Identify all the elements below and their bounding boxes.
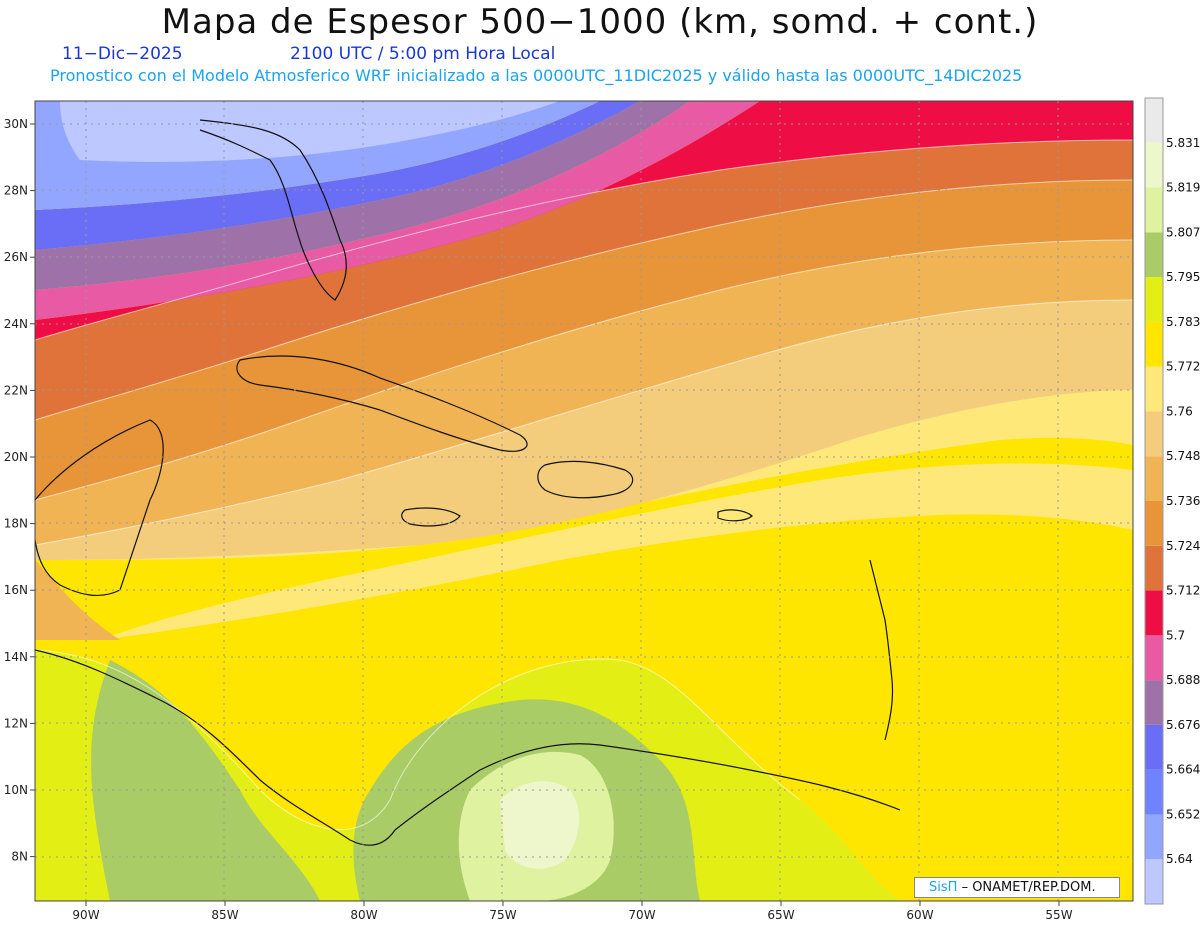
colorbar-swatch <box>1145 724 1163 770</box>
colorbar-swatch <box>1145 321 1163 367</box>
lat-tick-label: 16N <box>4 583 28 597</box>
lat-tick-label: 8N <box>11 850 28 864</box>
graticule <box>35 101 1133 901</box>
lon-tick-label: 85W <box>211 908 238 922</box>
band-5736 <box>35 240 1133 545</box>
colorbar-label: 5.819 <box>1166 181 1200 195</box>
puerto-rico-coast <box>717 509 753 522</box>
colorbar-label: 5.783 <box>1166 315 1200 329</box>
colorbar-swatch <box>1145 366 1163 412</box>
credit-text: – ONAMET/REP.DOM. <box>961 880 1096 895</box>
model-info: Pronostico con el Modelo Atmosferico WRF… <box>50 66 1023 85</box>
lon-tick-label: 55W <box>1045 908 1072 922</box>
lat-tick-label: 26N <box>4 250 28 264</box>
colorbar-label: 5.664 <box>1166 763 1200 777</box>
lon-tick-label: 75W <box>489 908 516 922</box>
colorbar-swatch <box>1145 98 1163 143</box>
colorbar-swatch <box>1145 769 1163 815</box>
coastlines <box>35 119 901 846</box>
lon-tick-label: 90W <box>72 908 99 922</box>
florida-coast <box>199 119 347 301</box>
colorbar-label: 5.76 <box>1166 404 1193 418</box>
band-5831 <box>500 781 580 869</box>
colorbar-swatch <box>1145 859 1163 904</box>
colorbar-label: 5.688 <box>1166 673 1200 687</box>
colorbar-label: 5.64 <box>1166 852 1193 866</box>
brand-logo-text: SisΠ <box>929 880 958 895</box>
colorbar: 5.64 5.652 5.664 5.676 5.688 5.7 5.712 5.724 5.7… <box>1144 97 1200 905</box>
central-america-coast <box>35 649 396 846</box>
forecast-time: 2100 UTC / 5:00 pm Hora Local <box>290 44 556 64</box>
colorbar-label: 5.724 <box>1166 539 1200 553</box>
colorbar-swatch <box>1145 187 1163 233</box>
band-5700 <box>35 101 1133 340</box>
south-america-coast <box>394 743 901 831</box>
colorbar-swatch <box>1145 814 1163 860</box>
lat-tick-label: 14N <box>4 650 28 664</box>
cuba-coast <box>236 355 528 452</box>
band-5724 <box>35 180 1133 500</box>
colorbar-label: 5.748 <box>1166 449 1200 463</box>
colorbar-swatch <box>1145 456 1163 501</box>
colorbar-label: 5.807 <box>1166 225 1200 239</box>
colorbar-label: 5.736 <box>1166 494 1200 508</box>
lat-tick-label: 30N <box>4 117 28 131</box>
longitude-axis: 90W 85W 80W 75W 70W 65W 60W 55W <box>72 901 1073 922</box>
band-5807 <box>91 660 320 901</box>
forecast-date: 11−Dic−2025 <box>62 44 183 64</box>
colorbar-label: 5.676 <box>1166 718 1200 732</box>
lat-tick-label: 28N <box>4 184 28 198</box>
colorbar-swatch <box>1145 590 1163 636</box>
lon-tick-label: 60W <box>906 908 933 922</box>
colorbar-swatch <box>1145 142 1163 188</box>
lat-tick-label: 22N <box>4 383 28 397</box>
contour-line <box>35 239 1133 501</box>
jamaica-coast <box>401 507 461 527</box>
colorbar-swatch <box>1145 232 1163 278</box>
contour-line <box>35 299 1133 546</box>
lat-tick-label: 18N <box>4 517 28 531</box>
lat-tick-label: 24N <box>4 317 28 331</box>
lat-tick-label: 20N <box>4 450 28 464</box>
colorbar-swatch <box>1145 680 1163 725</box>
hispaniola-coast <box>537 460 634 499</box>
colorbar-label: 5.712 <box>1166 584 1200 598</box>
colorbar-swatch <box>1145 411 1163 457</box>
yucatan-coast <box>35 419 164 596</box>
map-frame <box>34 100 1134 902</box>
band-5760 <box>100 463 1133 640</box>
latitude-axis: 30N 28N 26N 24N 22N 20N 18N 16N 14N 12N 10N 8N <box>4 117 35 864</box>
contour-line <box>35 139 1133 341</box>
colorbar-swatch <box>1145 501 1163 546</box>
colorbar-frame <box>1144 97 1164 905</box>
colorbar-label: 5.772 <box>1166 360 1200 374</box>
colorbar-label: 5.795 <box>1166 270 1200 284</box>
band-5748 <box>35 300 1133 560</box>
lesser-antilles <box>869 559 894 741</box>
colorbar-swatch <box>1145 545 1163 591</box>
band-5640 <box>60 101 560 162</box>
colorbar-label: 5.7 <box>1166 628 1185 642</box>
colorbar-swatch <box>1145 635 1163 681</box>
credit-box: SisΠ – ONAMET/REP.DOM. <box>914 877 1120 898</box>
map-title: Mapa de Espesor 500−1000 (km, somd. + co… <box>161 2 1039 42</box>
lon-tick-label: 65W <box>767 908 794 922</box>
lat-tick-label: 10N <box>4 783 28 797</box>
colorbar-swatch <box>1145 277 1163 322</box>
band-5676 <box>35 101 690 290</box>
colorbar-label: 5.831 <box>1166 136 1200 150</box>
band-5664 <box>35 101 640 250</box>
lon-tick-label: 70W <box>628 908 655 922</box>
colorbar-label: 5.652 <box>1166 807 1200 821</box>
band-5688 <box>35 101 760 320</box>
lon-tick-label: 80W <box>350 908 377 922</box>
thickness-bands <box>35 101 1133 901</box>
band-5736 <box>35 560 120 640</box>
lat-tick-label: 12N <box>4 716 28 730</box>
